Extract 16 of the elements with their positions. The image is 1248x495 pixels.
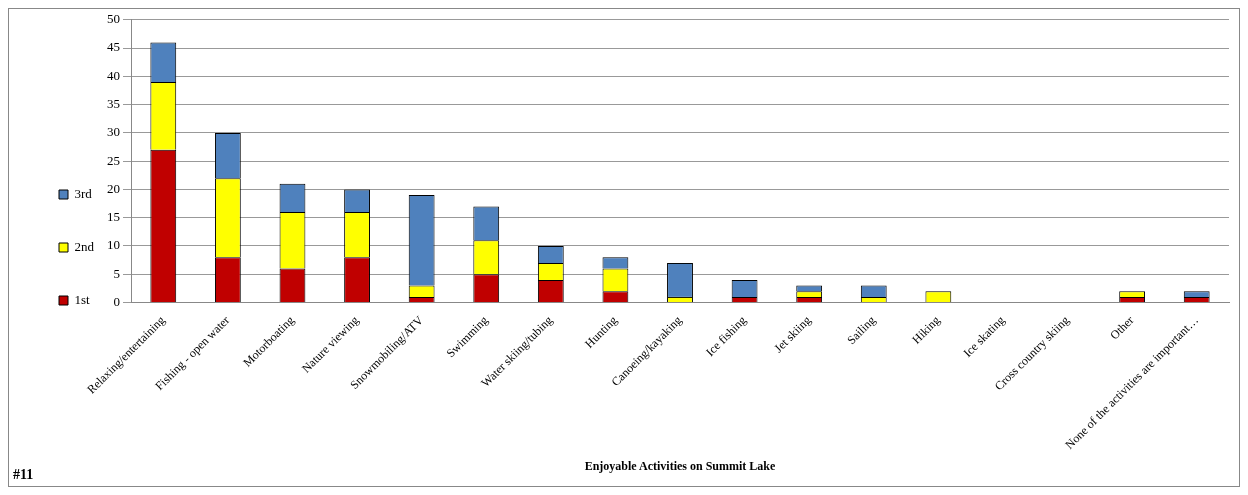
y-tick-label: 10 <box>107 237 120 253</box>
y-tick-label: 45 <box>107 39 120 55</box>
x-axis-title: Enjoyable Activities on Summit Lake <box>584 458 777 473</box>
y-tick-label: 25 <box>107 152 120 168</box>
y-tick-label: 35 <box>107 96 120 112</box>
y-tick-label: 5 <box>113 265 120 281</box>
legend-label: 1st <box>74 291 91 307</box>
legend-label: 2nd <box>74 238 95 254</box>
y-tick-label: 40 <box>107 67 120 83</box>
y-tick-label: 15 <box>107 209 120 225</box>
y-tick-label: 0 <box>113 293 120 309</box>
legend-label: 3rd <box>74 185 93 201</box>
y-tick-label: 50 <box>107 11 120 27</box>
text: #11 <box>13 466 34 482</box>
y-tick-label: 20 <box>107 180 120 196</box>
y-tick-label: 30 <box>107 124 120 140</box>
